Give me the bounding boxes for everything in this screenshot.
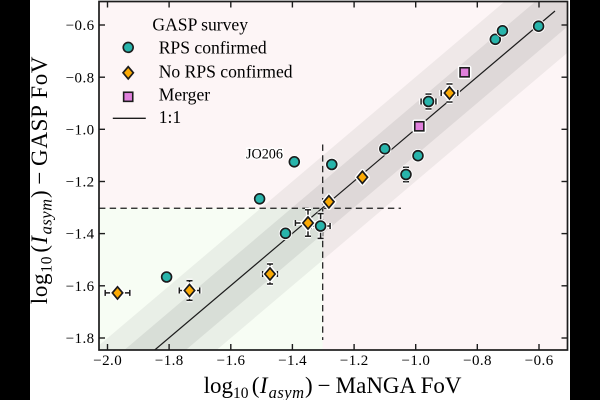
svg-text:−1.6: −1.6: [66, 279, 95, 295]
svg-text:−1.8: −1.8: [66, 331, 95, 347]
svg-text:−1.0: −1.0: [66, 122, 95, 138]
svg-text:−0.6: −0.6: [66, 18, 95, 34]
svg-text:−1.4: −1.4: [278, 353, 307, 369]
svg-text:−2.0: −2.0: [93, 353, 122, 369]
svg-text:GASP survey: GASP survey: [152, 14, 248, 34]
svg-text:−1.0: −1.0: [401, 353, 430, 369]
svg-text:−0.8: −0.8: [66, 70, 95, 86]
svg-text:−1.4: −1.4: [66, 227, 95, 243]
svg-text:−1.8: −1.8: [155, 353, 184, 369]
svg-text:1:1: 1:1: [159, 107, 181, 127]
svg-text:log10(Iasym)−GASP FoV: log10(Iasym)−GASP FoV: [27, 56, 56, 304]
svg-text:−1.6: −1.6: [217, 353, 246, 369]
svg-text:RPS confirmed: RPS confirmed: [159, 38, 267, 58]
svg-text:JO206: JO206: [246, 146, 283, 162]
svg-text:−0.6: −0.6: [525, 353, 554, 369]
svg-text:−1.2: −1.2: [340, 353, 369, 369]
svg-text:−0.8: −0.8: [463, 353, 492, 369]
svg-text:Merger: Merger: [159, 85, 211, 105]
svg-text:No RPS confirmed: No RPS confirmed: [159, 61, 293, 81]
svg-text:−1.2: −1.2: [66, 175, 95, 191]
